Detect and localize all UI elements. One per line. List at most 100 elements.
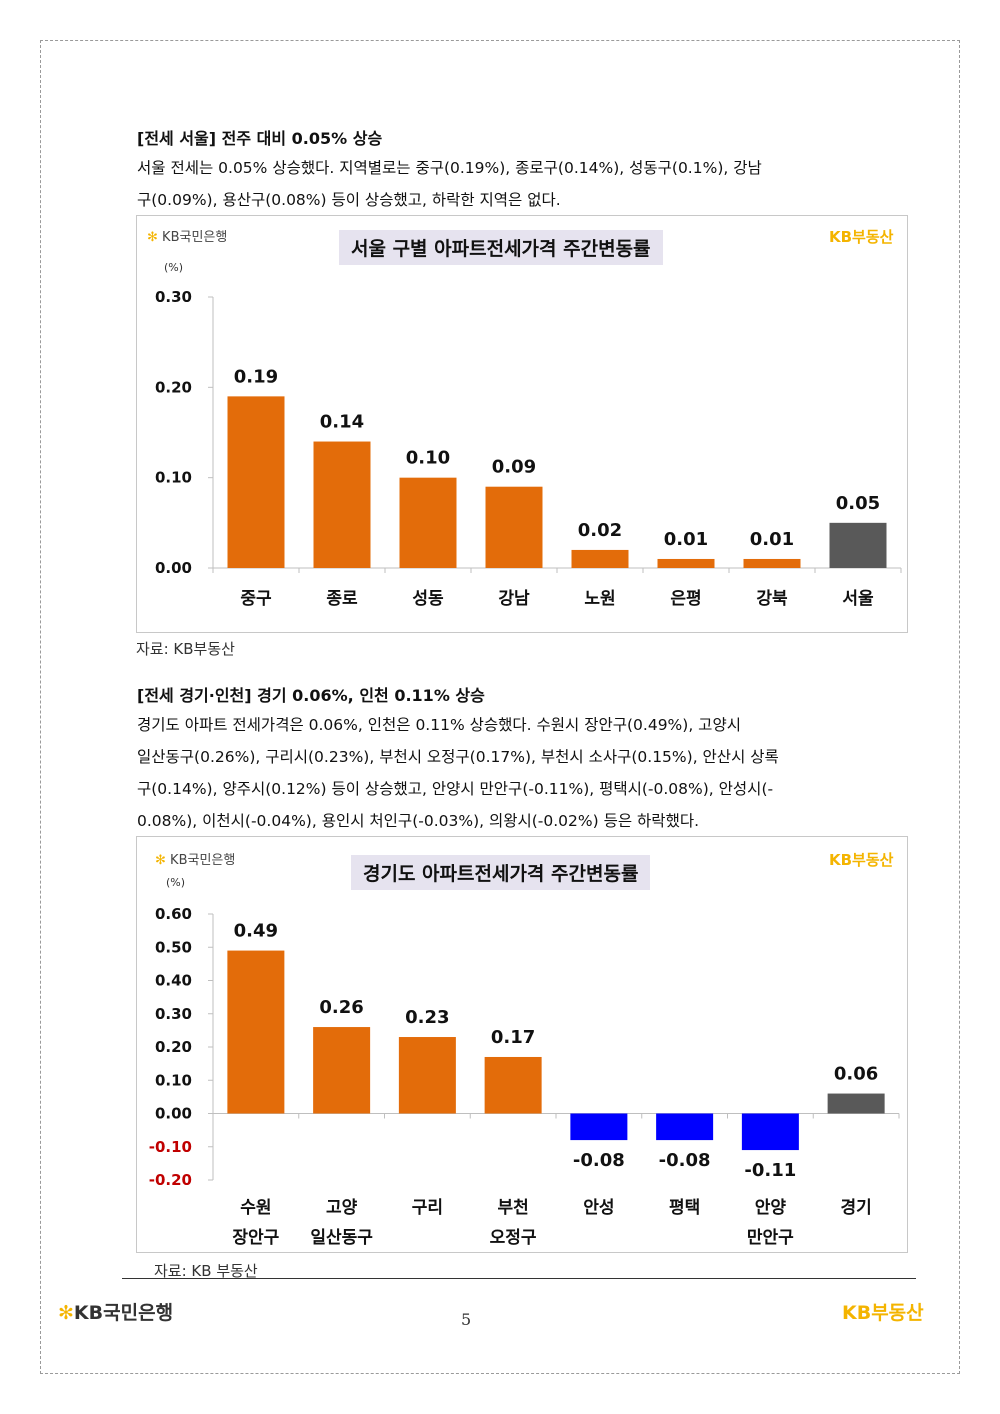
bar (398, 1037, 456, 1114)
page-number: 5 (461, 1310, 472, 1329)
category-label: 중구 (240, 589, 272, 609)
y-tick-label: -0.10 (149, 1138, 192, 1156)
y-tick-label: 0.50 (155, 938, 192, 956)
section1-paragraph: 서울 전세는 0.05% 상승했다. 지역별로는 중구(0.19%), 종로구(… (137, 152, 909, 216)
category-label: 안양 (755, 1198, 787, 1218)
y-tick-label: -0.20 (149, 1171, 192, 1189)
category-label: 구리 (412, 1198, 443, 1218)
data-label: 0.01 (750, 529, 794, 550)
data-label: -0.08 (573, 1150, 625, 1171)
bar (227, 950, 285, 1114)
section2-paragraph: 경기도 아파트 전세가격은 0.06%, 인천은 0.11% 상승했다. 수원시… (137, 709, 909, 837)
category-label: 부천 (497, 1198, 528, 1218)
section2-heading: [전세 경기·인천] 경기 0.06%, 인천 0.11% 상승 (137, 686, 485, 705)
category-label: 성동 (412, 589, 444, 609)
footer-kb-bank-logo: ✻KB국민은행 (58, 1298, 173, 1325)
category-label: 일산동구 (310, 1228, 373, 1248)
y-tick-label: 0.00 (155, 1105, 192, 1123)
category-label: 경기 (840, 1198, 871, 1218)
section2-source: 자료: KB 부동산 (154, 1262, 258, 1280)
bar (827, 1093, 885, 1114)
data-label: 0.14 (320, 412, 364, 433)
page-border (40, 40, 960, 1374)
category-label: 강남 (498, 589, 530, 609)
category-label: 안성 (583, 1198, 614, 1218)
kb-bank-logo-text: KB국민은행 (170, 853, 236, 868)
data-label: 0.49 (234, 921, 278, 942)
bar (829, 522, 887, 568)
category-label: 은평 (670, 589, 701, 609)
kb-bank-logo-text: KB국민은행 (162, 230, 228, 245)
category-label: 평택 (669, 1198, 700, 1218)
bar (571, 549, 629, 568)
y-tick-label: 0.30 (155, 1005, 192, 1023)
data-label: 0.06 (834, 1064, 878, 1085)
bar (313, 1027, 371, 1114)
bar (227, 396, 285, 568)
y-tick-label: 0.10 (155, 1071, 192, 1089)
section1-line: 서울 전세는 0.05% 상승했다. 지역별로는 중구(0.19%), 종로구(… (137, 159, 762, 177)
section1-source: 자료: KB부동산 (136, 640, 235, 658)
bar (743, 558, 801, 568)
section1-line: 구(0.09%), 용산구(0.08%) 등이 상승했고, 하락한 지역은 없다… (137, 191, 561, 209)
kb-star-icon: ✻ (147, 230, 158, 245)
category-label: 오정구 (490, 1228, 537, 1248)
category-label: 종로 (326, 589, 358, 609)
bar (657, 558, 715, 568)
y-tick-label: 0.10 (155, 469, 192, 487)
category-label: 장안구 (232, 1228, 279, 1248)
bar (313, 441, 371, 568)
data-label: 0.10 (406, 448, 450, 469)
kb-star-icon: ✻ (155, 853, 166, 868)
kb-realestate-logo: KB부동산 (829, 851, 894, 869)
data-label: 0.02 (578, 520, 622, 541)
y-tick-label: 0.00 (155, 559, 192, 577)
section2-line: 구(0.14%), 양주시(0.12%) 등이 상승했고, 안양시 만안구(-0… (137, 780, 774, 798)
category-label: 노원 (584, 589, 615, 609)
section2-line: 일산동구(0.26%), 구리시(0.23%), 부천시 오정구(0.17%),… (137, 748, 779, 766)
section1-heading: [전세 서울] 전주 대비 0.05% 상승 (137, 129, 383, 148)
y-tick-label: 0.60 (155, 905, 192, 923)
bar (485, 486, 543, 568)
data-label: 0.01 (664, 529, 708, 550)
chart-title: 서울 구별 아파트전세가격 주간변동률 (339, 230, 663, 265)
footer-kb-bank-text: KB국민은행 (73, 1302, 174, 1324)
y-tick-label: 0.40 (155, 972, 192, 990)
gyeonggi-chart: ✻ KB국민은행 KB부동산 경기도 아파트전세가격 주간변동률 (%) 0.6… (136, 836, 908, 1253)
data-label: 0.09 (492, 457, 536, 478)
category-label: 만안구 (747, 1228, 794, 1248)
kb-bank-logo: ✻ KB국민은행 (147, 226, 227, 245)
bar (570, 1113, 628, 1141)
data-label: 0.05 (836, 493, 880, 514)
y-tick-label: 0.30 (155, 288, 192, 306)
y-tick-label: 0.20 (155, 1038, 192, 1056)
gyeonggi-chart-plot: 0.60 0.50 0.40 0.30 0.20 0.10 0.00 -0.10 -0.20 0.… (149, 905, 900, 1248)
y-axis-unit: (%) (164, 261, 184, 274)
kb-star-icon: ✻ (58, 1302, 74, 1324)
data-label: 0.23 (405, 1007, 449, 1028)
bar (484, 1056, 542, 1114)
bar (741, 1113, 799, 1151)
section2-line: 0.08%), 이천시(-0.04%), 용인시 처인구(-0.03%), 의왕… (137, 812, 700, 830)
data-label: 0.26 (319, 997, 363, 1018)
data-label: -0.11 (744, 1160, 796, 1181)
category-label: 수원 (240, 1198, 271, 1218)
seoul-chart: ✻ KB국민은행 KB부동산 서울 구별 아파트전세가격 주간변동률 (%) 0… (136, 215, 908, 633)
kb-realestate-logo: KB부동산 (829, 228, 894, 246)
bar (399, 477, 457, 568)
category-label: 강북 (756, 589, 788, 609)
data-label: 0.17 (491, 1027, 535, 1048)
chart-title: 경기도 아파트전세가격 주간변동률 (351, 855, 651, 890)
section2-line: 경기도 아파트 전세가격은 0.06%, 인천은 0.11% 상승했다. 수원시… (137, 716, 741, 734)
category-label: 서울 (842, 589, 874, 609)
data-label: -0.08 (659, 1150, 711, 1171)
seoul-chart-plot: 0.00 0.10 0.20 0.30 0.19 중구 0.14 종로 0.10 성동 0.09 강남… (155, 288, 902, 609)
category-label: 고양 (326, 1198, 358, 1218)
bar (656, 1113, 714, 1141)
footer-divider (122, 1278, 916, 1279)
y-tick-label: 0.20 (155, 378, 192, 396)
y-axis-unit: (%) (166, 876, 186, 889)
data-label: 0.19 (234, 366, 278, 387)
kb-bank-logo: ✻ KB국민은행 (155, 849, 235, 868)
footer-kb-realestate-logo: KB부동산 (842, 1302, 924, 1324)
